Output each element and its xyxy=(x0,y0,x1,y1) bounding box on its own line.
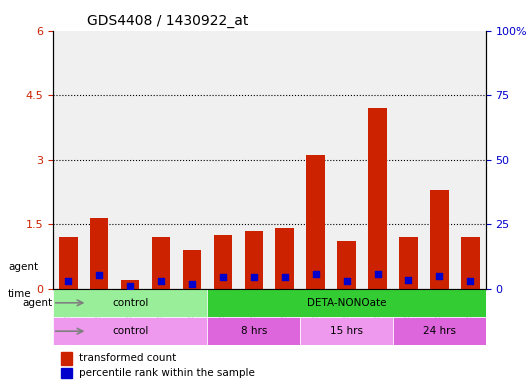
Point xyxy=(219,274,227,280)
Text: 24 hrs: 24 hrs xyxy=(423,326,456,336)
Point xyxy=(404,277,413,283)
Point xyxy=(188,281,196,288)
Bar xyxy=(399,237,418,289)
Text: percentile rank within the sample: percentile rank within the sample xyxy=(79,367,254,377)
Point xyxy=(466,278,475,284)
Bar xyxy=(276,228,294,289)
Point xyxy=(312,271,320,277)
Point xyxy=(157,278,165,284)
Bar xyxy=(53,317,208,345)
Bar xyxy=(61,368,72,378)
Text: time: time xyxy=(8,289,32,299)
Bar xyxy=(59,237,78,289)
Point xyxy=(250,274,258,280)
Bar xyxy=(121,280,139,289)
Bar xyxy=(208,289,486,317)
Bar xyxy=(430,190,449,289)
Text: transformed count: transformed count xyxy=(79,353,176,363)
Text: 8 hrs: 8 hrs xyxy=(241,326,267,336)
Text: control: control xyxy=(112,298,148,308)
Bar xyxy=(337,242,356,289)
Text: agent: agent xyxy=(8,262,38,272)
Text: agent: agent xyxy=(23,298,53,308)
Point xyxy=(435,273,444,279)
Text: 15 hrs: 15 hrs xyxy=(330,326,363,336)
Text: DETA-NONOate: DETA-NONOate xyxy=(307,298,386,308)
Bar xyxy=(214,235,232,289)
Text: GDS4408 / 1430922_at: GDS4408 / 1430922_at xyxy=(88,14,249,28)
Point xyxy=(342,278,351,284)
Bar xyxy=(368,108,387,289)
Point xyxy=(64,278,72,285)
Bar xyxy=(300,317,393,345)
Bar xyxy=(306,156,325,289)
Bar xyxy=(53,289,208,317)
Bar xyxy=(244,231,263,289)
Point xyxy=(373,270,382,276)
Bar xyxy=(208,317,300,345)
Bar xyxy=(61,352,72,366)
Bar xyxy=(90,218,108,289)
Bar xyxy=(152,237,171,289)
Bar xyxy=(393,317,486,345)
Bar xyxy=(461,237,479,289)
Point xyxy=(95,272,103,278)
Point xyxy=(126,283,134,289)
Text: control: control xyxy=(112,326,148,336)
Point xyxy=(280,273,289,280)
Bar xyxy=(183,250,201,289)
